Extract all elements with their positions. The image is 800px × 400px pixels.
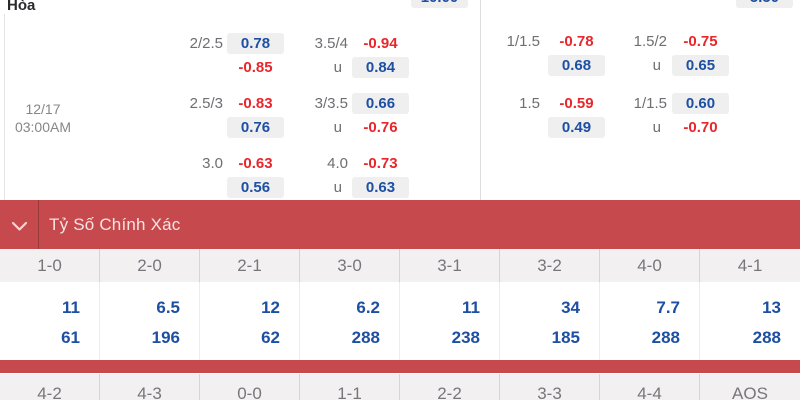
match-time: 03:00AM bbox=[14, 119, 72, 135]
odds-row: 2/2.5 0.78 -0.85 3.5/4 u -0.94 0.84 bbox=[0, 33, 800, 79]
odds-value-box[interactable]: -0.85 bbox=[238, 59, 273, 76]
section-header-correct-score[interactable]: Tỷ Số Chính Xác bbox=[0, 200, 800, 249]
odds-row: 3.0 -0.63 0.56 4.0 u -0.73 0.63 bbox=[0, 153, 800, 199]
draw-label: Hòa bbox=[7, 0, 36, 14]
score-column: 11 238 bbox=[400, 282, 500, 360]
score-header: 2-1 bbox=[200, 249, 300, 282]
total-line-label: 1.5/2 bbox=[633, 33, 667, 50]
section-title: Tỷ Số Chính Xác bbox=[49, 215, 181, 234]
odds-value[interactable]: 11 bbox=[462, 298, 480, 317]
odds-value-box[interactable]: -0.59 bbox=[559, 95, 594, 112]
score-column: 11 61 bbox=[0, 282, 100, 360]
odds-value[interactable]: 288 bbox=[752, 328, 781, 347]
score-column: 12 62 bbox=[200, 282, 300, 360]
score-header: AOS bbox=[732, 384, 768, 400]
score-header: 3-3 bbox=[500, 374, 600, 400]
column-divider bbox=[480, 0, 481, 200]
column-divider bbox=[4, 14, 5, 200]
score-header: 1-1 bbox=[300, 374, 400, 400]
score-odds-row: 11 61 6.5 196 12 62 6.2 288 11 238 34 18… bbox=[0, 282, 800, 360]
odds-value[interactable]: 185 bbox=[551, 328, 580, 347]
under-indicator: u bbox=[333, 179, 342, 196]
score-header: 3-1 bbox=[400, 249, 500, 282]
odds-value-box[interactable]: -0.94 bbox=[363, 35, 398, 52]
score-column: 7.7 288 bbox=[600, 282, 700, 360]
total-line-label: 3.5/4 bbox=[314, 35, 348, 52]
odds-value-box[interactable]: -0.76 bbox=[363, 119, 398, 136]
odds-value-box[interactable]: -0.63 bbox=[238, 155, 273, 172]
handicap-label: 1/1.5 bbox=[506, 33, 540, 50]
odds-value-box[interactable]: 0.56 bbox=[227, 177, 284, 198]
odds-value-box[interactable]: 0.68 bbox=[548, 55, 605, 76]
score-header: 4-3 bbox=[100, 374, 200, 400]
odds-value[interactable]: 62 bbox=[261, 328, 280, 347]
odds-row: 2.5/3 -0.83 0.76 3/3.5 u 0.66 -0.76 bbox=[0, 93, 800, 139]
match-date: 12/17 bbox=[25, 101, 61, 117]
score-header: 2-0 bbox=[100, 249, 200, 282]
odds-value[interactable]: 288 bbox=[651, 328, 680, 347]
score-column: 6.5 196 bbox=[100, 282, 200, 360]
odds-value-box[interactable]: -0.75 bbox=[683, 33, 718, 50]
score-header: 4-4 bbox=[600, 374, 700, 400]
odds-value-box[interactable]: -0.70 bbox=[683, 119, 718, 136]
score-header: 4-1 bbox=[737, 256, 763, 275]
score-header: 4-2 bbox=[0, 374, 100, 400]
odds-value-box[interactable]: 0.65 bbox=[672, 55, 729, 76]
divider bbox=[38, 200, 39, 249]
odds-value[interactable]: 34 bbox=[561, 298, 580, 317]
odds-value-box[interactable]: 0.78 bbox=[227, 33, 284, 54]
odds-value[interactable]: 196 bbox=[151, 328, 180, 347]
handicap-label: 3.0 bbox=[202, 155, 223, 172]
odds-value[interactable]: 288 bbox=[351, 328, 380, 347]
score-header: 1-0 bbox=[0, 249, 100, 282]
under-indicator: u bbox=[652, 119, 661, 136]
odds-row: 1.5 -0.59 0.49 1/1.5 u 0.60 -0.70 bbox=[0, 93, 800, 139]
score-header: 4-0 bbox=[600, 249, 700, 282]
chevron-down-icon[interactable] bbox=[11, 219, 28, 237]
match-datetime: 12/17 03:00AM bbox=[4, 100, 82, 136]
score-column: 34 185 bbox=[500, 282, 600, 360]
odds-value[interactable]: 7.7 bbox=[656, 298, 680, 317]
score-header: 2-2 bbox=[400, 374, 500, 400]
odds-value-box[interactable]: 0.49 bbox=[548, 117, 605, 138]
score-header: 3-2 bbox=[500, 249, 600, 282]
odds-value[interactable]: 11 bbox=[62, 298, 80, 317]
odds-value-box[interactable]: 10.00 bbox=[411, 0, 468, 8]
score-header: 0-0 bbox=[200, 374, 300, 400]
odds-value-box[interactable]: 0.60 bbox=[672, 93, 729, 114]
odds-value-box[interactable]: 0.66 bbox=[352, 93, 409, 114]
odds-value-box[interactable]: 0.76 bbox=[227, 117, 284, 138]
odds-value[interactable]: 61 bbox=[61, 328, 80, 347]
total-line-label: 1/1.5 bbox=[633, 95, 667, 112]
score-header: 3-0 bbox=[300, 249, 400, 282]
odds-value-box[interactable]: -0.78 bbox=[559, 33, 594, 50]
total-line-label: 3/3.5 bbox=[314, 95, 348, 112]
score-column: 13 288 bbox=[700, 282, 800, 360]
odds-value[interactable]: 12 bbox=[261, 298, 280, 317]
under-indicator: u bbox=[333, 59, 342, 76]
handicap-label: 2.5/3 bbox=[189, 95, 223, 112]
under-indicator: u bbox=[333, 119, 342, 136]
odds-value[interactable]: 6.5 bbox=[156, 298, 180, 317]
odds-value-box[interactable]: 0.63 bbox=[352, 177, 409, 198]
handicap-label: 1.5 bbox=[519, 95, 540, 112]
odds-value-box[interactable]: 5.50 bbox=[736, 0, 793, 8]
odds-value-box[interactable]: 0.84 bbox=[352, 57, 409, 78]
odds-value-box[interactable]: -0.83 bbox=[238, 95, 273, 112]
odds-row: 1/1.5 -0.78 0.68 1.5/2 u -0.75 0.65 bbox=[0, 31, 800, 77]
handicap-label: 2/2.5 bbox=[189, 35, 223, 52]
score-column: 6.2 288 bbox=[300, 282, 400, 360]
score-header-row-2: 4-2 4-3 0-0 1-1 2-2 3-3 4-4 AOS bbox=[0, 374, 800, 400]
odds-value-box[interactable]: -0.73 bbox=[363, 155, 398, 172]
odds-value[interactable]: 238 bbox=[451, 328, 480, 347]
total-line-label: 4.0 bbox=[327, 155, 348, 172]
under-indicator: u bbox=[652, 57, 661, 74]
odds-value[interactable]: 6.2 bbox=[356, 298, 380, 317]
red-divider-bar bbox=[0, 360, 800, 373]
odds-value[interactable]: 13 bbox=[762, 298, 781, 317]
handicap-odds-section: Hòa 10.00 5.50 12/17 03:00AM 2/2.5 0.78 … bbox=[0, 0, 800, 200]
score-header-row: 1-0 2-0 2-1 3-0 3-1 3-2 4-0 4-1 bbox=[0, 249, 800, 282]
